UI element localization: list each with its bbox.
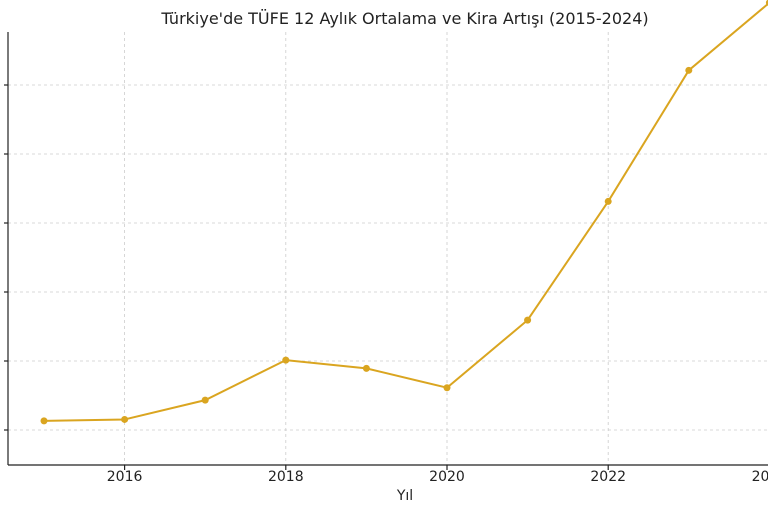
data-point <box>685 66 693 74</box>
x-tick-label: 2016 <box>107 469 143 485</box>
grid <box>8 32 768 465</box>
series-line <box>43 2 768 422</box>
data-point <box>40 417 48 425</box>
data-point <box>282 356 290 364</box>
x-tick-label: 2022 <box>590 469 626 485</box>
data-point <box>524 316 532 324</box>
series-group <box>40 0 768 425</box>
chart-title: Türkiye'de TÜFE 12 Aylık Ortalama ve Kir… <box>160 9 648 28</box>
data-point <box>121 415 129 423</box>
data-point <box>201 396 209 404</box>
series <box>40 0 768 425</box>
x-tick-label: 2020 <box>429 469 465 485</box>
data-point <box>765 0 768 6</box>
x-tick-label: 2024 <box>752 469 768 485</box>
x-ticks: 2016 2018 2020 2022 2024 <box>107 465 768 485</box>
data-point <box>443 384 451 392</box>
x-tick-label: 2018 <box>268 469 304 485</box>
data-point <box>604 197 612 205</box>
axes <box>4 32 768 466</box>
data-point <box>362 364 370 372</box>
x-axis-label: Yıl <box>396 488 413 504</box>
